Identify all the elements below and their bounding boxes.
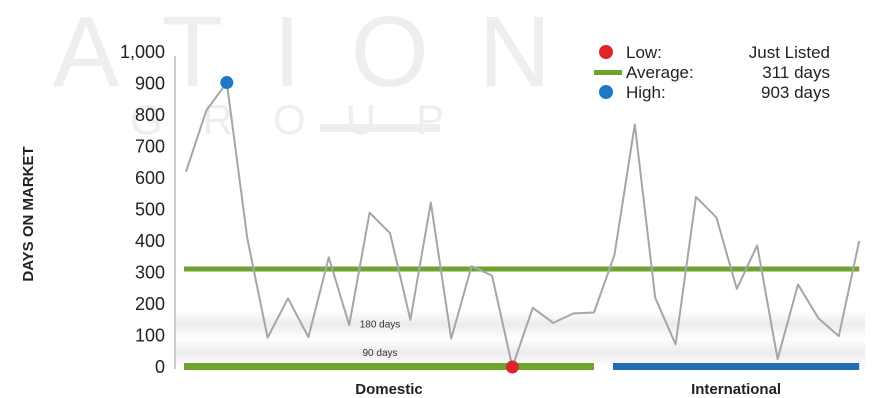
band-label-1: 180 days (360, 319, 401, 330)
segment-label-domestic: Domestic (355, 381, 423, 398)
legend-value-1: 311 days (762, 63, 830, 82)
watermark-bar (320, 124, 440, 132)
y-tick-label: 600 (135, 168, 165, 188)
y-tick-labels: 0 100 200 300 400 500 600 700 800 900 1,000 (120, 42, 165, 377)
legend-value-0: Just Listed (749, 43, 830, 62)
legend: Low: Just Listed Average: 311 days High: 903 … (594, 43, 830, 102)
days-on-market-line (185, 81, 861, 368)
reference-bands: 180 days 90 days (176, 310, 866, 367)
y-tick-label: 900 (135, 74, 165, 94)
series (185, 81, 861, 368)
y-tick-label: 1,000 (120, 42, 165, 62)
band-label-2: 90 days (362, 348, 397, 359)
legend-label-0: Low: (626, 43, 662, 62)
segment-bar-domestic (184, 363, 594, 370)
high-point (220, 76, 234, 90)
low-point (505, 360, 519, 374)
segment-bar-international (613, 363, 860, 370)
y-tick-label: 700 (135, 137, 165, 157)
y-tick-label: 800 (135, 105, 165, 125)
segments: Domestic International (184, 363, 860, 398)
highlight-points (220, 76, 519, 374)
y-tick-label: 200 (135, 294, 165, 314)
legend-value-2: 903 days (761, 83, 830, 102)
y-tick-label: 500 (135, 200, 165, 220)
y-axis-label: DAYS ON MARKET (20, 146, 37, 281)
segment-label-international: International (691, 381, 781, 398)
y-tick-label: 400 (135, 231, 165, 251)
y-tick-label: 100 (135, 326, 165, 346)
legend-label-2: High: (626, 83, 666, 102)
band-1 (176, 310, 866, 339)
legend-marker-0 (599, 45, 613, 59)
legend-marker-2 (599, 85, 613, 99)
y-tick-label: 300 (135, 263, 165, 283)
watermark-line-2: GROUP (130, 96, 484, 143)
watermark-line-1: IATION (0, 0, 601, 108)
legend-marker-1 (594, 70, 622, 75)
y-tick-label: 0 (155, 357, 165, 377)
watermark: IATION GROUP (0, 0, 601, 143)
legend-label-1: Average: (626, 63, 694, 82)
